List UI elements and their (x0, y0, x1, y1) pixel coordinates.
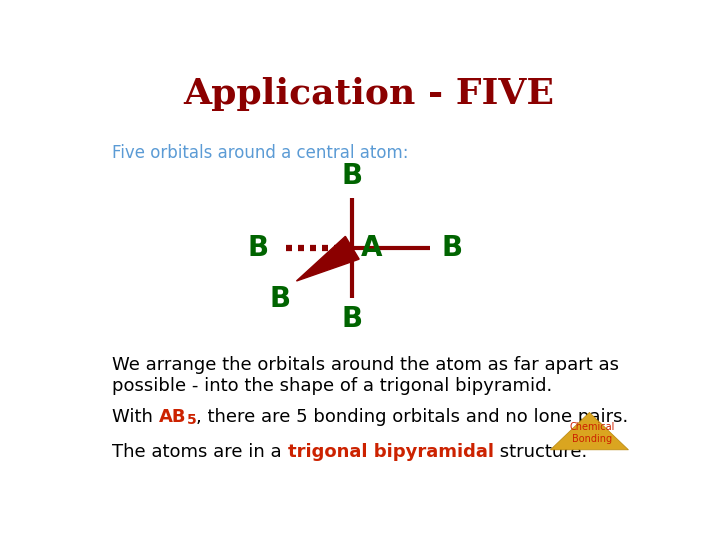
Text: B: B (342, 305, 363, 333)
Text: We arrange the orbitals around the atom as far apart as
possible - into the shap: We arrange the orbitals around the atom … (112, 356, 619, 395)
Text: With: With (112, 408, 159, 426)
Text: , there are 5 bonding orbitals and no lone pairs.: , there are 5 bonding orbitals and no lo… (196, 408, 629, 426)
Text: B: B (441, 234, 463, 262)
Text: Five orbitals around a central atom:: Five orbitals around a central atom: (112, 144, 409, 162)
Text: trigonal bipyramidal: trigonal bipyramidal (288, 443, 494, 461)
Text: B: B (270, 285, 291, 313)
Text: A: A (361, 234, 382, 262)
Text: 5: 5 (186, 413, 196, 427)
Text: Application - FIVE: Application - FIVE (184, 77, 554, 111)
Text: AB: AB (159, 408, 186, 426)
Text: The atoms are in a: The atoms are in a (112, 443, 288, 461)
Polygon shape (297, 237, 359, 281)
Polygon shape (550, 413, 629, 450)
Text: structure.: structure. (494, 443, 587, 461)
Text: B: B (248, 234, 269, 262)
Text: Chemical
Bonding: Chemical Bonding (570, 422, 615, 443)
Text: B: B (342, 163, 363, 191)
